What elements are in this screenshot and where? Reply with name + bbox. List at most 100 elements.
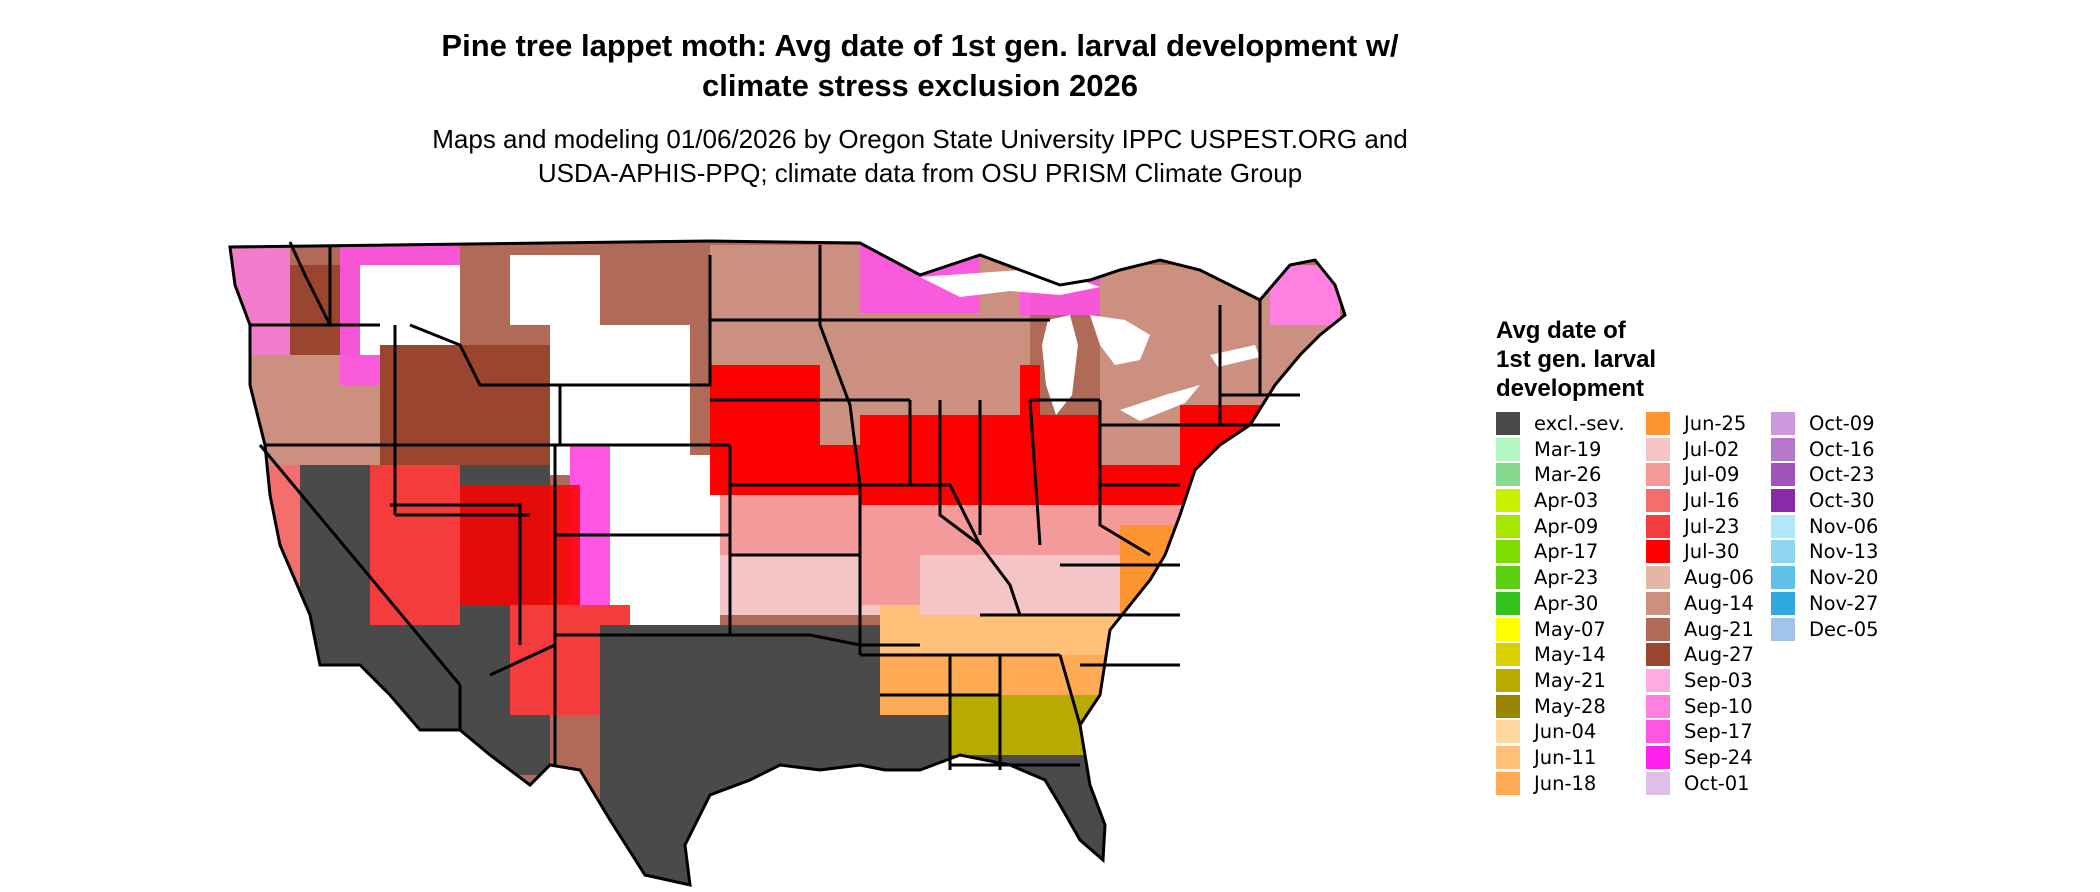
legend-swatch [1496, 591, 1520, 615]
legend-swatch [1646, 745, 1670, 769]
legend-swatch [1496, 745, 1520, 769]
border-mt-wy-nd [480, 255, 712, 387]
border-id-mt [288, 241, 332, 326]
legend-swatch [1496, 694, 1520, 718]
legend-label: Oct-23 [1809, 463, 1875, 487]
us-map [228, 239, 1347, 887]
legend-label: Jun-04 [1534, 720, 1597, 744]
legend-label: excl.-sev. [1534, 412, 1625, 435]
legend-swatch [1496, 720, 1520, 744]
border-oh-pa [1098, 400, 1151, 557]
legend-label: Jul-16 [1684, 489, 1740, 513]
national-border [228, 239, 1347, 887]
border-nv-ut-az [390, 503, 522, 645]
legend-label: Nov-27 [1809, 591, 1879, 615]
lake-erie [1120, 385, 1200, 421]
legend-swatch [1646, 643, 1670, 667]
legend-swatch [1771, 463, 1795, 487]
legend-label: Jul-09 [1684, 463, 1740, 487]
map-title-line-2: climate stress exclusion 2026 [702, 68, 1138, 103]
legend-label: Apr-23 [1534, 566, 1599, 590]
border-ca-nv [258, 444, 462, 686]
legend-label: May-14 [1534, 643, 1606, 667]
legend-title-line-3: development [1496, 375, 1645, 402]
legend-label: Aug-06 [1684, 566, 1754, 590]
legend-swatch [1496, 463, 1520, 487]
legend-swatch [1771, 566, 1795, 590]
legend-label: May-28 [1534, 694, 1606, 718]
map-subtitle-line-1: Maps and modeling 01/06/2026 by Oregon S… [432, 124, 1408, 154]
legend-swatch [1646, 720, 1670, 744]
region-colorado-white [600, 455, 720, 625]
legend-swatch [1496, 489, 1520, 513]
legend-label: Oct-16 [1809, 437, 1875, 461]
legend-label: Nov-06 [1809, 514, 1879, 538]
legend-label: Jun-25 [1684, 412, 1747, 435]
legend-label: Jul-02 [1684, 437, 1740, 461]
legend-swatch [1646, 412, 1670, 435]
legend-label: Oct-09 [1809, 412, 1875, 435]
legend-label: Jul-23 [1684, 514, 1740, 538]
legend-swatch [1771, 412, 1795, 435]
legend-label: Apr-03 [1534, 489, 1599, 513]
legend-label: Jul-30 [1684, 540, 1740, 564]
legend-label: Oct-30 [1809, 489, 1875, 513]
state-borders [228, 239, 1347, 887]
legend-swatch [1496, 668, 1520, 692]
great-lakes [920, 270, 1260, 421]
legend-swatch [1646, 540, 1670, 564]
border-al-ga [1058, 654, 1082, 726]
legend-swatch [1496, 566, 1520, 590]
map-title-line-1: Pine tree lappet moth: Avg date of 1st g… [441, 28, 1399, 63]
legend-swatch [1496, 437, 1520, 461]
legend-label: Nov-20 [1809, 566, 1879, 590]
legend-swatch [1646, 591, 1670, 615]
map-title: Pine tree lappet moth: Avg date of 1st g… [270, 26, 1570, 106]
legend-label: Aug-27 [1684, 643, 1754, 667]
legend-label: Jun-11 [1534, 745, 1597, 769]
region-wa-coast-pink [230, 245, 290, 355]
legend-swatch [1646, 514, 1670, 538]
legend-label: May-21 [1534, 668, 1606, 692]
legend-swatch [1646, 463, 1670, 487]
legend-swatch [1646, 771, 1670, 795]
legend-swatch [1646, 617, 1670, 641]
region-virginia-orange [1120, 525, 1210, 625]
legend-label: Apr-30 [1534, 591, 1599, 615]
lake-huron [1090, 315, 1150, 365]
legend-label: Sep-10 [1684, 694, 1753, 718]
legend-label: Oct-01 [1684, 771, 1750, 795]
legend-label: Mar-19 [1534, 437, 1602, 461]
legend-swatch [1646, 489, 1670, 513]
legend-label: Aug-14 [1684, 591, 1754, 615]
legend-label: Apr-09 [1534, 514, 1599, 538]
region-montana-white [510, 255, 600, 325]
legend-swatch [1771, 489, 1795, 513]
legend-label: May-07 [1534, 617, 1606, 641]
legend-swatch [1646, 668, 1670, 692]
lake-michigan [1042, 315, 1078, 415]
legend-swatch [1771, 437, 1795, 461]
legend-swatch [1496, 540, 1520, 564]
legend-title: Avg date of 1st gen. larval development [1496, 316, 1736, 403]
legend-swatch [1771, 540, 1795, 564]
legend-label: Sep-17 [1684, 720, 1753, 744]
legend-swatch [1496, 514, 1520, 538]
legend-swatch [1496, 771, 1520, 795]
legend-swatch [1646, 437, 1670, 461]
legend-swatch [1771, 591, 1795, 615]
legend-label: Jun-18 [1534, 771, 1597, 795]
legend-swatch [1771, 514, 1795, 538]
legend-label: Sep-24 [1684, 745, 1753, 769]
map-subtitle-line-2: USDA-APHIS-PPQ; climate data from OSU PR… [537, 158, 1303, 188]
legend-swatch [1646, 566, 1670, 590]
region-idaho-white [360, 265, 460, 355]
map-subtitle: Maps and modeling 01/06/2026 by Oregon S… [270, 122, 1570, 190]
legend-title-line-1: Avg date of [1496, 317, 1626, 344]
legend-swatch [1646, 694, 1670, 718]
legend-label: Dec-05 [1809, 617, 1879, 641]
region-nevada-red [370, 465, 460, 625]
legend-label: Nov-13 [1809, 540, 1879, 564]
legend-swatch [1496, 643, 1520, 667]
legend-label: Aug-21 [1684, 617, 1754, 641]
